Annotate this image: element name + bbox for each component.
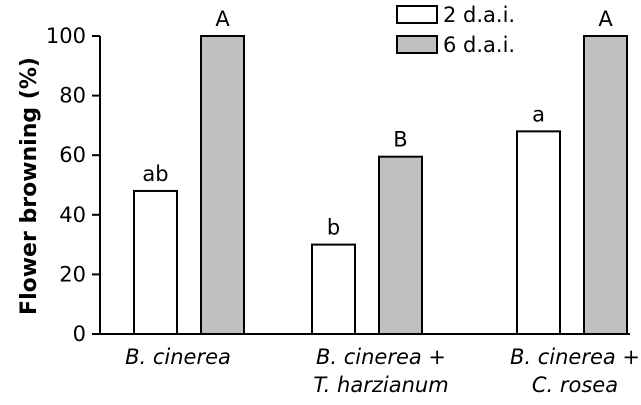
x-category-label: T. harzianum [313, 373, 448, 397]
y-axis: 0 20 40 60 80 100 [46, 24, 101, 346]
bar-significance-label: A [598, 7, 613, 31]
bar-labels: ab b a A B A [142, 7, 613, 240]
y-axis-title: Flower browning (%) [17, 57, 42, 315]
bar-significance-label: B [393, 128, 407, 152]
bar-day6-1 [378, 155, 423, 335]
bar-significance-label: A [215, 7, 230, 31]
y-tick-label: 80 [59, 84, 86, 108]
legend-swatch-day2 [396, 5, 438, 24]
y-tick-label: 0 [73, 322, 86, 346]
bar-significance-label: b [327, 216, 340, 240]
bar-day6-2 [583, 35, 628, 335]
bar-day2-1 [311, 243, 356, 336]
legend: 2 d.a.i. 6 d.a.i. [396, 3, 515, 57]
bar-significance-label: a [532, 102, 545, 126]
legend-label-day6: 6 d.a.i. [443, 33, 515, 57]
bar-day2-0 [133, 189, 178, 335]
legend-label-day2: 2 d.a.i. [443, 3, 515, 27]
legend-swatch-day6 [396, 35, 438, 54]
x-category-label: C. rosea [532, 373, 618, 397]
x-category-label: B. cinerea + [510, 345, 640, 369]
y-tick-label: 100 [46, 24, 86, 48]
x-category-label: B. cinerea + [316, 345, 446, 369]
category-labels: B. cinerea B. cinerea + T. harzianum B. cin… [125, 345, 640, 397]
y-tick-label: 60 [59, 143, 86, 167]
bar-day6-0 [200, 35, 245, 335]
y-tick-label: 20 [59, 262, 86, 286]
y-ticks: 0 20 40 60 80 100 [46, 24, 100, 346]
x-category-label: B. cinerea [125, 345, 231, 369]
bar-significance-label: ab [142, 162, 168, 186]
bars [133, 35, 628, 336]
bar-day2-2 [516, 130, 561, 335]
y-tick-label: 40 [59, 203, 86, 227]
